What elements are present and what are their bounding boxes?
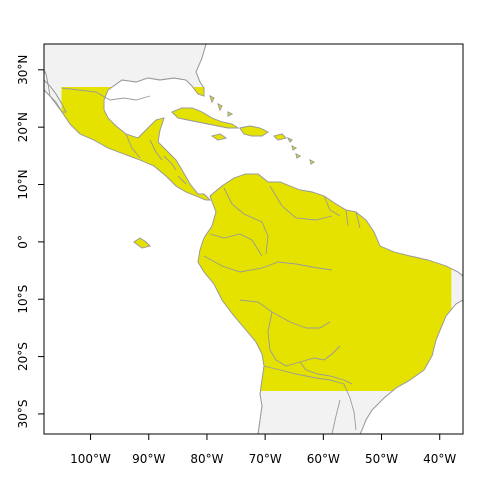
y-tick-label: 20°S	[16, 342, 30, 371]
border-line	[239, 299, 331, 329]
y-tick-label: 10°S	[16, 285, 30, 314]
coastline	[239, 125, 269, 137]
border-line	[163, 155, 177, 171]
coastline	[273, 133, 287, 141]
coastline	[286, 136, 315, 165]
x-tick-label: 50°W	[365, 452, 398, 466]
coastline	[133, 237, 151, 249]
border-line	[149, 139, 163, 161]
border-line	[209, 233, 263, 257]
coastline	[197, 173, 463, 434]
border-line	[267, 311, 341, 367]
y-tick-label: 10°N	[16, 169, 30, 199]
x-tick-label: 60°W	[307, 452, 340, 466]
x-tick-label: 40°W	[423, 452, 456, 466]
coastline-overlay	[44, 44, 463, 434]
border-line	[323, 195, 341, 217]
border-line	[345, 209, 349, 227]
x-tick-label: 100°W	[70, 452, 111, 466]
border-line	[343, 383, 357, 431]
border-line	[331, 399, 341, 434]
coastline	[44, 79, 67, 113]
x-tick-label: 70°W	[249, 452, 282, 466]
border-line	[269, 185, 333, 221]
coastline	[44, 44, 212, 201]
coastline	[171, 107, 240, 129]
country-borders	[61, 87, 361, 434]
x-tick-label: 90°W	[132, 452, 165, 466]
x-axis: 100°W 90°W 80°W 70°W 60°W 50°W 40°W	[70, 434, 456, 466]
border-line	[61, 87, 151, 101]
border-line	[177, 175, 187, 185]
y-tick-label: 30°S	[16, 399, 30, 428]
coastline	[210, 133, 228, 141]
border-line	[125, 133, 141, 159]
x-tick-label: 80°W	[190, 452, 223, 466]
y-axis: 30°N 20°N 10°N 0° 10°S 20°S 30°S	[16, 55, 44, 428]
border-line	[355, 211, 361, 229]
border-line	[263, 365, 345, 385]
y-tick-label: 0°	[16, 235, 30, 249]
border-line	[203, 255, 333, 273]
y-tick-label: 30°N	[16, 55, 30, 85]
map-frame	[43, 43, 464, 435]
border-line	[223, 187, 269, 255]
border-line	[299, 361, 353, 385]
y-tick-label: 20°N	[16, 112, 30, 142]
coastline	[209, 95, 234, 117]
